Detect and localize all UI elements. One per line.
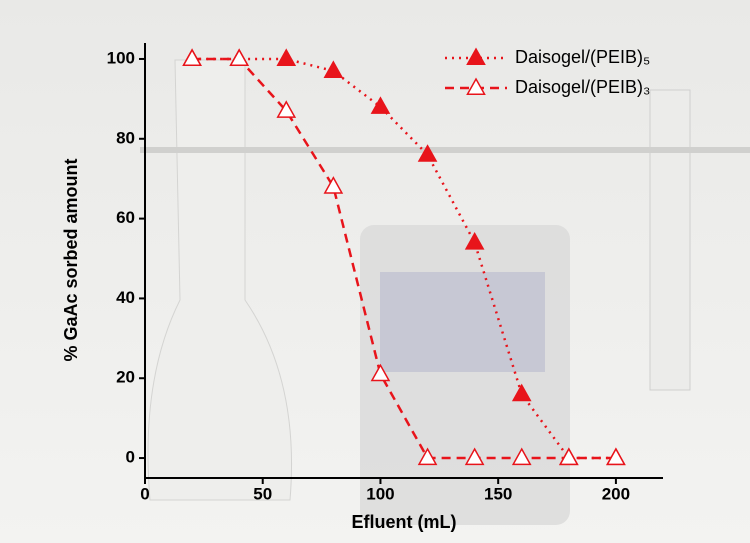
marker	[466, 47, 486, 66]
x-axis-label: Efluent (mL)	[352, 512, 457, 532]
marker	[229, 48, 250, 67]
y-tick-label: 80	[116, 128, 135, 147]
marker	[323, 60, 344, 78]
x-tick-label: 0	[140, 484, 149, 503]
y-axis-label: % GaAc sorbed amount	[61, 158, 81, 361]
marker	[606, 447, 626, 466]
y-tick-label: 60	[116, 208, 135, 227]
marker	[323, 176, 344, 194]
y-tick-label: 20	[116, 368, 135, 387]
marker	[558, 447, 579, 466]
marker	[511, 383, 532, 402]
legend-label: Daisogel/(PEIB)₅	[515, 47, 650, 67]
pump-screen	[380, 272, 545, 372]
marker	[466, 77, 486, 96]
marker	[276, 100, 297, 118]
marker	[417, 447, 438, 466]
x-tick-label: 50	[253, 484, 272, 503]
legend-item: Daisogel/(PEIB)₃	[445, 77, 650, 97]
marker	[417, 144, 438, 162]
x-tick-label: 100	[366, 484, 394, 503]
marker	[511, 447, 532, 466]
pump-shape	[360, 225, 570, 525]
marker	[370, 96, 391, 114]
legend-item: Daisogel/(PEIB)₅	[445, 47, 650, 67]
marker	[464, 232, 485, 250]
y-tick-label: 0	[126, 448, 135, 467]
legend-label: Daisogel/(PEIB)₃	[515, 77, 650, 97]
flask-shape	[147, 59, 293, 501]
marker	[464, 447, 485, 466]
y-tick-label: 100	[107, 48, 135, 67]
marker	[276, 48, 297, 67]
series-line	[192, 57, 616, 460]
y-tick-label: 40	[116, 288, 135, 307]
series-line	[192, 57, 616, 460]
x-tick-label: 200	[602, 484, 630, 503]
column-shape	[649, 89, 691, 391]
marker	[182, 48, 202, 67]
x-tick-label: 150	[484, 484, 512, 503]
marker	[370, 363, 391, 382]
